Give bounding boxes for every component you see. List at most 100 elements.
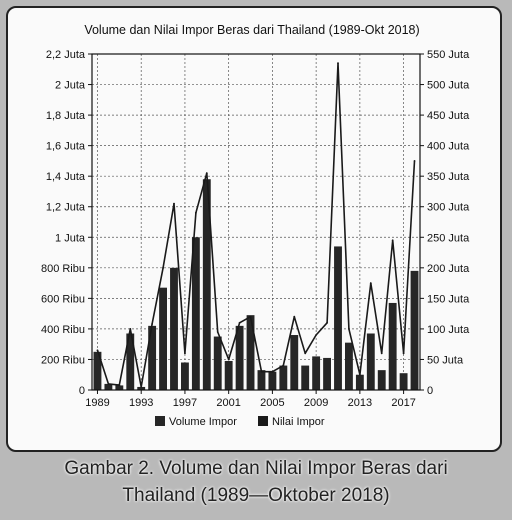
point-value-2005 — [271, 370, 274, 373]
bar-volume-2016 — [388, 302, 397, 390]
point-value-1995 — [162, 266, 164, 269]
bar-volume-2003 — [246, 315, 255, 390]
bar-volume-2002 — [235, 325, 244, 390]
y-right-tick-label: 50 Juta — [427, 354, 464, 366]
legend: Volume Impor Nilai Impor — [155, 416, 325, 428]
bar-volume-1999 — [202, 179, 211, 390]
y-right-tick-label: 100 Juta — [427, 324, 470, 336]
y-right-tick-label: 400 Juta — [427, 141, 470, 153]
bar-volume-2017 — [399, 373, 408, 390]
bar-volume-2015 — [377, 370, 386, 390]
chart: Volume dan Nilai Impor Beras dari Thaila… — [41, 23, 470, 428]
bar-volume-1997 — [180, 362, 189, 390]
point-value-2007 — [293, 315, 296, 318]
point-value-2010 — [326, 321, 328, 324]
bar-series-volume — [93, 179, 419, 390]
x-tick-label: 2001 — [216, 397, 240, 409]
bar-volume-2005 — [268, 371, 277, 390]
bar-volume-2008 — [301, 365, 310, 390]
point-value-2014 — [369, 282, 372, 284]
y-right-tick-label: 350 Juta — [427, 171, 470, 183]
point-value-1998 — [194, 211, 197, 214]
bar-volume-1996 — [170, 267, 178, 390]
point-value-1994 — [151, 323, 154, 325]
y-right-tick-label: 0 — [427, 385, 433, 397]
x-tick-label: 2005 — [260, 397, 284, 409]
line-series-value — [96, 62, 416, 388]
caption-line-1: Gambar 2. Volume dan Nilai Impor Beras d… — [64, 458, 448, 479]
bar-volume-1993 — [137, 386, 146, 390]
y-left-tick-label: 1,2 Juta — [46, 202, 86, 214]
point-value-2002 — [238, 321, 241, 324]
bar-volume-2018 — [410, 270, 419, 390]
point-value-1990 — [107, 382, 110, 385]
point-value-2001 — [227, 358, 230, 361]
point-value-1989 — [96, 349, 99, 352]
bar-volume-2007 — [290, 335, 299, 390]
bar-volume-2000 — [213, 336, 222, 390]
point-value-2011 — [337, 62, 339, 65]
point-value-2003 — [249, 315, 252, 318]
bar-volume-2001 — [224, 360, 233, 390]
point-value-1993 — [140, 386, 143, 388]
point-value-1991 — [118, 384, 121, 387]
legend-swatch-volume — [155, 416, 165, 426]
y-left-tick-label: 600 Ribu — [41, 293, 85, 305]
point-value-2016 — [391, 239, 394, 242]
legend-label-value: Nilai Impor — [272, 416, 325, 428]
bar-volume-2012 — [344, 342, 353, 390]
bar-volume-1989 — [93, 351, 102, 390]
chart-title: Volume dan Nilai Impor Beras dari Thaila… — [84, 23, 419, 37]
point-value-2009 — [315, 334, 318, 336]
y-left-tick-label: 0 — [79, 385, 85, 397]
y-left-tick-label: 400 Ribu — [41, 324, 85, 336]
bar-volume-2014 — [366, 333, 375, 390]
point-value-2015 — [380, 352, 383, 355]
y-right-tick-label: 450 Juta — [427, 110, 470, 122]
point-value-2008 — [304, 352, 307, 355]
y-right-tick-label: 250 Juta — [427, 232, 470, 244]
x-tick-label: 2013 — [348, 397, 372, 409]
y-left-tick-label: 1,8 Juta — [46, 110, 86, 122]
x-tick-label: 1993 — [129, 397, 153, 409]
y-left-tick-label: 2 Juta — [55, 80, 86, 92]
y-left-tick-label: 1,4 Juta — [46, 171, 86, 183]
bar-volume-2011 — [334, 246, 342, 390]
y-left-tick-label: 200 Ribu — [41, 354, 85, 366]
y-left-tick-label: 800 Ribu — [41, 263, 85, 275]
bar-volume-1991 — [115, 385, 124, 390]
point-value-2004 — [260, 370, 263, 373]
legend-label-volume: Volume Impor — [169, 416, 237, 428]
y-right-tick-label: 300 Juta — [427, 202, 470, 214]
bar-volume-2009 — [312, 356, 321, 390]
point-value-1992 — [129, 328, 132, 330]
x-tick-label: 2017 — [391, 397, 415, 409]
x-tick-label: 1989 — [85, 397, 109, 409]
plot-border — [91, 53, 421, 391]
y-right-tick-label: 500 Juta — [427, 80, 470, 92]
bar-volume-2004 — [257, 370, 266, 390]
x-tick-label: 2009 — [304, 397, 328, 409]
y-right-tick-label: 550 Juta — [427, 49, 470, 61]
point-value-2000 — [216, 331, 219, 333]
y-left-tick-label: 2,2 Juta — [46, 49, 86, 61]
point-value-2006 — [282, 364, 285, 367]
bar-volume-1998 — [191, 237, 200, 390]
bar-volume-2013 — [355, 374, 364, 390]
point-value-2018 — [413, 160, 416, 162]
bar-volume-1992 — [126, 333, 135, 390]
point-value-2017 — [402, 352, 405, 355]
y-right-tick-label: 150 Juta — [427, 293, 470, 305]
line-value-path — [96, 62, 416, 388]
y-right-tick-label: 200 Juta — [427, 263, 470, 275]
bar-volume-1994 — [148, 325, 157, 390]
point-value-2013 — [358, 373, 361, 376]
point-value-2012 — [348, 328, 350, 330]
y-left-tick-label: 1 Juta — [55, 232, 86, 244]
axes: 0 0 200 Ribu 50 Juta 400 Ribu 100 Juta 600 Rib… — [41, 49, 470, 409]
point-value-1997 — [184, 352, 186, 355]
point-value-1999 — [205, 172, 208, 175]
figure-caption: Gambar 2. Volume dan Nilai Impor Beras d… — [0, 455, 512, 515]
point-value-1996 — [173, 202, 175, 205]
legend-swatch-value — [258, 416, 268, 426]
